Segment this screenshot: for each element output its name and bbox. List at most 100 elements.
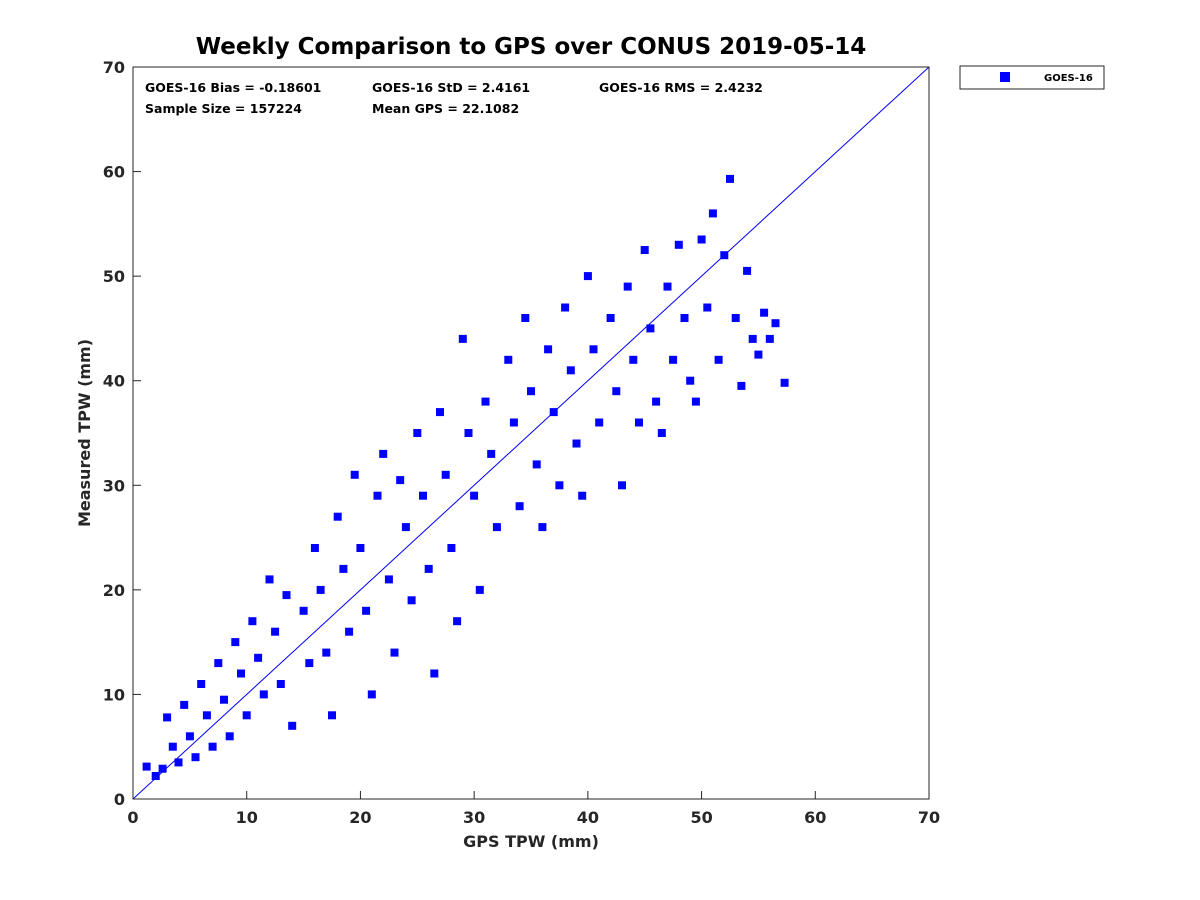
data-point-0-66 — [532, 460, 541, 469]
data-point-0-67 — [538, 523, 547, 532]
data-point-0-30 — [322, 648, 331, 657]
data-point-0-51 — [441, 470, 450, 479]
data-point-0-20 — [259, 690, 268, 699]
data-point-0-22 — [271, 627, 280, 636]
data-point-0-59 — [487, 449, 496, 458]
data-point-0-56 — [470, 491, 479, 500]
data-point-0-24 — [282, 591, 291, 600]
data-point-0-32 — [333, 512, 342, 521]
data-point-0-108 — [780, 378, 789, 387]
data-point-0-19 — [254, 653, 263, 662]
y-tick-label-1: 10 — [103, 685, 125, 704]
data-point-0-23 — [276, 680, 285, 688]
data-point-0-96 — [708, 209, 717, 218]
data-point-0-36 — [356, 544, 365, 552]
stat-sample-size: Sample Size = 157224 — [145, 101, 302, 116]
legend-marker-square-icon — [1000, 72, 1010, 82]
data-point-0-70 — [555, 481, 564, 490]
data-point-0-63 — [515, 502, 524, 511]
stat-mean-gps: Mean GPS = 22.1082 — [372, 101, 519, 116]
data-point-0-2 — [158, 764, 167, 773]
data-point-0-11 — [208, 742, 217, 751]
data-point-0-68 — [544, 345, 553, 354]
y-tick-label-6: 60 — [103, 163, 125, 182]
data-point-0-65 — [527, 387, 535, 396]
data-point-0-100 — [731, 314, 740, 322]
data-point-0-87 — [657, 429, 666, 437]
data-point-0-94 — [697, 235, 706, 244]
x-axis-label: GPS TPW (mm) — [463, 832, 599, 851]
data-point-0-13 — [220, 695, 228, 704]
plot-frame — [132, 66, 930, 800]
data-point-0-93 — [691, 397, 700, 406]
y-axis: 0 10 20 30 40 50 60 70 — [103, 58, 141, 809]
y-tick-label-7: 70 — [103, 58, 125, 77]
data-point-0-9 — [197, 680, 206, 688]
data-point-0-41 — [384, 575, 393, 584]
stat-std: GOES-16 StD = 2.4161 — [372, 80, 530, 95]
data-point-0-95 — [703, 303, 712, 312]
data-point-0-102 — [743, 266, 752, 275]
data-point-0-106 — [765, 334, 774, 343]
data-point-0-101 — [737, 381, 746, 390]
data-point-0-31 — [328, 711, 336, 720]
data-point-0-80 — [618, 481, 626, 490]
data-point-0-82 — [629, 355, 638, 364]
x-tick-label-6: 60 — [804, 808, 826, 827]
data-point-0-42 — [390, 648, 399, 657]
data-point-0-1 — [151, 772, 160, 780]
legend-box — [959, 65, 1105, 90]
data-point-0-97 — [714, 355, 723, 364]
data-point-0-104 — [754, 350, 763, 359]
data-point-0-53 — [453, 617, 462, 626]
chart-title: Weekly Comparison to GPS over CONUS 2019… — [196, 34, 867, 60]
data-point-0-43 — [396, 476, 405, 485]
data-point-0-85 — [646, 324, 655, 333]
data-point-0-72 — [566, 366, 575, 375]
y-tick-label-5: 50 — [103, 267, 125, 286]
data-point-0-55 — [464, 429, 473, 437]
data-point-0-83 — [635, 418, 643, 427]
data-point-0-71 — [561, 303, 570, 312]
data-point-0-76 — [589, 345, 598, 354]
data-point-0-38 — [367, 690, 376, 699]
y-tick-label-0: 0 — [114, 790, 125, 809]
data-point-0-58 — [481, 397, 490, 406]
plot-area — [132, 66, 930, 800]
data-point-0-37 — [362, 606, 371, 615]
data-point-0-99 — [726, 174, 734, 183]
data-point-0-91 — [680, 314, 689, 322]
data-point-0-45 — [407, 596, 416, 605]
data-point-0-62 — [509, 418, 518, 427]
data-point-0-14 — [225, 732, 234, 741]
legend: GOES-16 — [959, 65, 1105, 90]
data-point-0-5 — [174, 758, 183, 767]
data-point-0-74 — [578, 491, 587, 500]
x-axis: 0 10 20 30 40 50 60 70 — [127, 791, 940, 827]
data-point-0-34 — [345, 627, 354, 636]
y-tick-label-4: 40 — [103, 372, 125, 391]
y-tick-label-3: 30 — [103, 476, 125, 495]
data-point-0-86 — [652, 397, 661, 406]
data-point-0-89 — [669, 355, 678, 364]
data-point-0-16 — [237, 669, 245, 678]
x-tick-label-4: 40 — [577, 808, 599, 827]
data-point-0-27 — [305, 659, 314, 668]
data-point-0-79 — [612, 387, 621, 396]
data-point-0-7 — [185, 732, 194, 741]
data-point-0-33 — [339, 564, 348, 573]
x-tick-label-1: 10 — [236, 808, 258, 827]
data-point-0-26 — [299, 606, 308, 615]
y-tick-label-2: 20 — [103, 581, 125, 600]
data-point-0-35 — [350, 470, 359, 479]
data-point-0-21 — [265, 575, 274, 584]
data-point-0-3 — [163, 713, 172, 722]
data-point-0-17 — [242, 711, 251, 720]
y-axis-label: Measured TPW (mm) — [75, 339, 94, 527]
data-point-0-54 — [458, 334, 467, 343]
data-point-0-105 — [760, 308, 769, 317]
data-point-0-103 — [748, 334, 757, 343]
data-point-0-81 — [623, 282, 632, 291]
data-point-0-61 — [504, 355, 513, 364]
